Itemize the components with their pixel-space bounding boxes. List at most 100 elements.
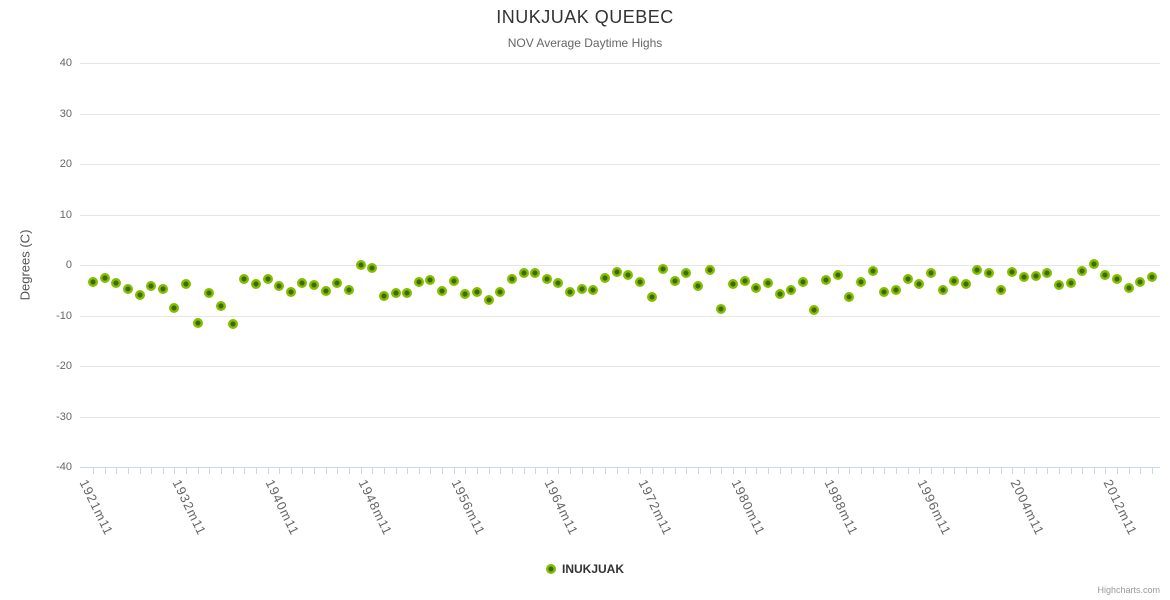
data-point[interactable] bbox=[309, 280, 320, 291]
data-point[interactable] bbox=[890, 285, 901, 296]
data-point[interactable] bbox=[669, 275, 680, 286]
data-point[interactable] bbox=[122, 284, 133, 295]
data-point[interactable] bbox=[728, 279, 739, 290]
data-point[interactable] bbox=[704, 264, 715, 275]
data-point[interactable] bbox=[914, 279, 925, 290]
data-point[interactable] bbox=[88, 277, 98, 288]
data-point[interactable] bbox=[506, 274, 517, 285]
data-point[interactable] bbox=[344, 284, 354, 295]
data-point[interactable] bbox=[1065, 277, 1076, 288]
data-point[interactable] bbox=[646, 291, 657, 302]
data-point[interactable] bbox=[448, 275, 459, 286]
data-point[interactable] bbox=[611, 267, 622, 278]
data-point[interactable] bbox=[297, 277, 308, 288]
grid-line bbox=[80, 416, 1160, 418]
data-point[interactable] bbox=[1053, 280, 1064, 291]
data-point[interactable] bbox=[460, 288, 471, 299]
highcharts-credits-link[interactable]: Highcharts.com bbox=[1097, 585, 1160, 595]
data-point[interactable] bbox=[902, 274, 913, 285]
data-point[interactable] bbox=[844, 291, 855, 302]
data-point[interactable] bbox=[495, 287, 506, 298]
data-point[interactable] bbox=[693, 281, 704, 292]
x-axis-tick bbox=[663, 468, 665, 474]
data-point[interactable] bbox=[518, 268, 529, 279]
x-axis-tick bbox=[802, 468, 804, 474]
data-point[interactable] bbox=[867, 266, 878, 277]
data-point[interactable] bbox=[995, 284, 1006, 295]
data-point[interactable] bbox=[960, 279, 971, 290]
x-axis-tick bbox=[954, 468, 956, 474]
data-point[interactable] bbox=[623, 269, 634, 280]
data-point[interactable] bbox=[797, 276, 808, 287]
data-point[interactable] bbox=[937, 284, 948, 295]
data-point[interactable] bbox=[786, 284, 797, 295]
data-point[interactable] bbox=[250, 279, 261, 290]
data-point[interactable] bbox=[1123, 283, 1134, 294]
data-point[interactable] bbox=[972, 264, 983, 275]
data-point[interactable] bbox=[879, 286, 890, 297]
data-point[interactable] bbox=[681, 267, 692, 278]
data-point[interactable] bbox=[204, 287, 215, 298]
data-point[interactable] bbox=[472, 286, 483, 297]
data-point[interactable] bbox=[262, 274, 273, 285]
data-point[interactable] bbox=[378, 290, 389, 301]
data-point[interactable] bbox=[437, 286, 448, 297]
data-point[interactable] bbox=[949, 275, 960, 286]
data-point[interactable] bbox=[1042, 268, 1053, 279]
data-point[interactable] bbox=[1146, 272, 1157, 283]
data-point[interactable] bbox=[832, 270, 843, 281]
data-point[interactable] bbox=[227, 319, 238, 330]
data-point[interactable] bbox=[99, 273, 110, 284]
data-point[interactable] bbox=[1077, 266, 1088, 277]
data-point[interactable] bbox=[1007, 267, 1018, 278]
data-point[interactable] bbox=[425, 274, 436, 285]
data-point[interactable] bbox=[1030, 270, 1041, 281]
data-point[interactable] bbox=[739, 276, 750, 287]
data-point[interactable] bbox=[355, 260, 366, 270]
data-point[interactable] bbox=[809, 305, 820, 316]
data-point[interactable] bbox=[716, 304, 727, 315]
data-point[interactable] bbox=[1112, 274, 1123, 285]
data-point[interactable] bbox=[774, 288, 785, 299]
data-point[interactable] bbox=[134, 289, 145, 300]
data-point[interactable] bbox=[146, 280, 157, 291]
data-point[interactable] bbox=[181, 279, 192, 290]
data-point[interactable] bbox=[588, 284, 599, 295]
data-point[interactable] bbox=[553, 278, 564, 289]
data-point[interactable] bbox=[402, 287, 413, 298]
data-point[interactable] bbox=[856, 277, 867, 288]
data-point[interactable] bbox=[576, 283, 587, 294]
data-point[interactable] bbox=[1135, 277, 1146, 288]
legend-item-inukjuak[interactable]: INUKJUAK bbox=[0, 562, 1170, 576]
data-point[interactable] bbox=[565, 287, 576, 298]
data-point[interactable] bbox=[634, 277, 645, 288]
data-point[interactable] bbox=[984, 268, 995, 279]
data-point[interactable] bbox=[1088, 259, 1099, 270]
data-point[interactable] bbox=[483, 294, 494, 305]
y-axis-tick-label: 20 bbox=[59, 158, 72, 170]
data-point[interactable] bbox=[658, 264, 669, 275]
data-point[interactable] bbox=[192, 318, 203, 329]
data-point[interactable] bbox=[111, 278, 122, 289]
data-point[interactable] bbox=[925, 268, 936, 279]
data-point[interactable] bbox=[821, 274, 832, 285]
data-point[interactable] bbox=[285, 286, 296, 297]
data-point[interactable] bbox=[239, 274, 250, 285]
data-point[interactable] bbox=[320, 285, 331, 296]
data-point[interactable] bbox=[762, 277, 773, 288]
data-point[interactable] bbox=[751, 282, 762, 293]
data-point[interactable] bbox=[169, 302, 180, 313]
data-point[interactable] bbox=[1100, 270, 1111, 281]
data-point[interactable] bbox=[367, 262, 378, 273]
data-point[interactable] bbox=[1018, 272, 1029, 283]
data-point[interactable] bbox=[216, 300, 226, 311]
data-point[interactable] bbox=[530, 268, 541, 279]
x-axis-tick bbox=[861, 468, 863, 474]
data-point[interactable] bbox=[600, 273, 611, 284]
data-point[interactable] bbox=[157, 283, 168, 294]
data-point[interactable] bbox=[274, 281, 285, 292]
data-point[interactable] bbox=[541, 274, 552, 285]
data-point[interactable] bbox=[390, 287, 401, 298]
data-point[interactable] bbox=[332, 278, 343, 289]
data-point[interactable] bbox=[413, 277, 424, 288]
